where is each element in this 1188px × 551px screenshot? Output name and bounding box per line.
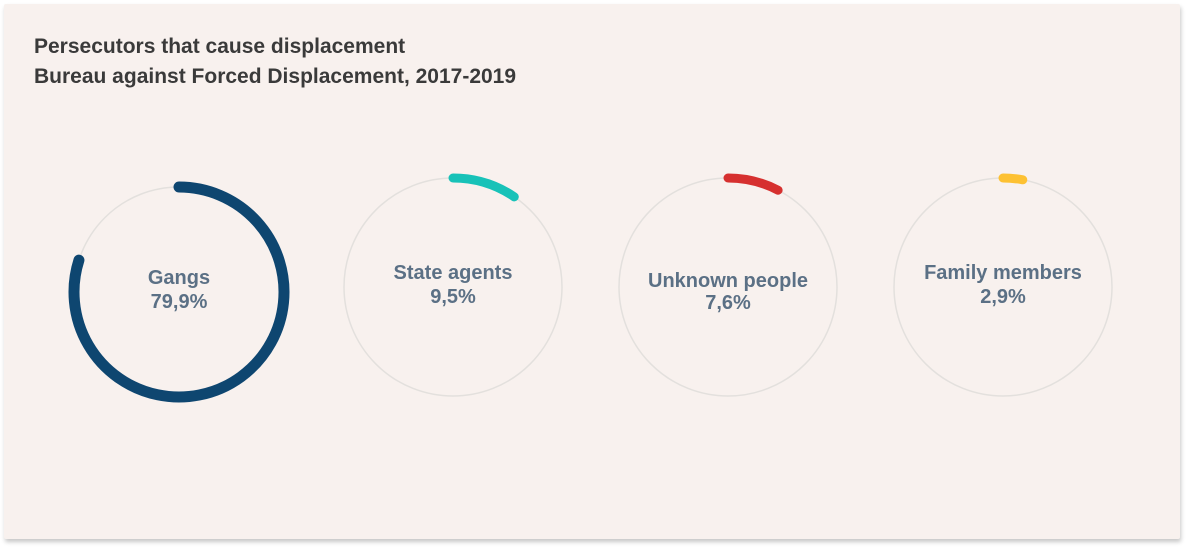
donut-arc	[448, 173, 519, 202]
category-label: State agents	[394, 262, 513, 284]
category-label: Gangs	[148, 267, 210, 289]
donut-arc	[998, 173, 1028, 185]
donut-arc	[723, 173, 783, 195]
chart-card: Persecutors that cause displacement Bure…	[4, 4, 1180, 539]
value-label: 7,6%	[705, 292, 751, 314]
category-label: Unknown people	[648, 270, 808, 292]
chart-title: Persecutors that cause displacement	[34, 35, 406, 58]
value-label: 9,5%	[430, 286, 476, 308]
chart-subtitle: Bureau against Forced Displacement, 2017…	[34, 65, 517, 88]
value-label: 2,9%	[980, 286, 1026, 308]
category-label: Family members	[924, 262, 1082, 284]
value-label: 79,9%	[151, 291, 208, 313]
donut-arc	[68, 181, 290, 403]
